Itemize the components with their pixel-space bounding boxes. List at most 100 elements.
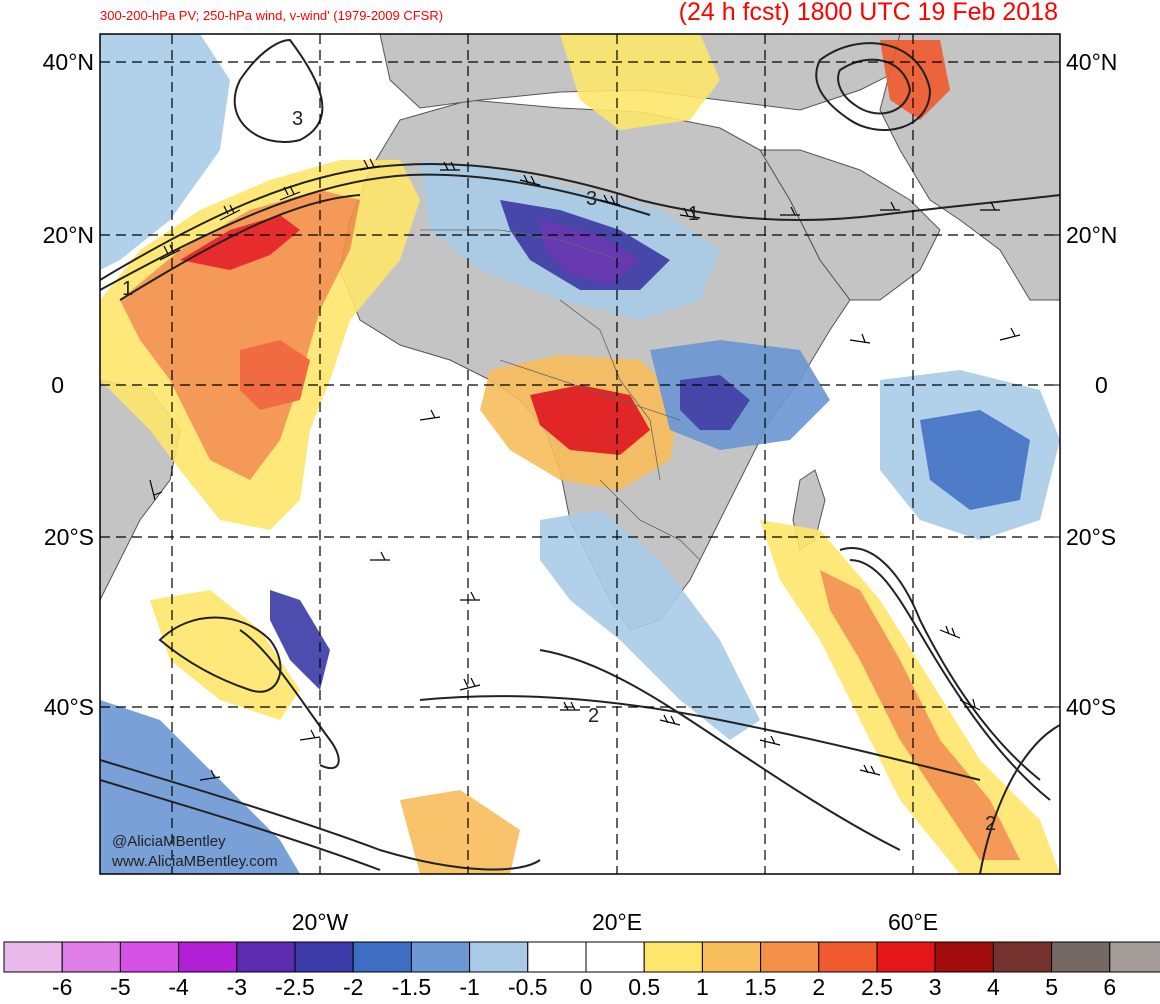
wind-barb-12 [459, 677, 481, 691]
colorbar-label: 1.5 [745, 974, 777, 999]
colorbar [3, 941, 1160, 973]
wind-barb-23 [149, 479, 163, 501]
lon-label-1: 20°W [292, 909, 349, 935]
pv-positive-mediterranean [560, 34, 720, 130]
wind-barb-17 [939, 625, 961, 639]
colorbar-box [294, 941, 354, 973]
lat-label-right-1: 40°N [1066, 49, 1117, 75]
contour-line-2 [100, 173, 651, 291]
colorbar-box [119, 941, 180, 973]
wind-barb-19 [370, 551, 390, 561]
lat-labels-left: 40°N 20°N 0 20°S 40°S [43, 49, 94, 720]
border-line-1 [420, 229, 621, 261]
wind-barb-13 [560, 701, 580, 711]
pv-max-atlantic [180, 215, 300, 270]
colorbar-label: -4 [168, 974, 189, 999]
lat-label-left-5: 40°S [44, 694, 94, 720]
contour-label-4: 1 [688, 203, 699, 225]
map-frame [99, 33, 1061, 875]
border-line-2 [559, 299, 661, 481]
colorbar-box [3, 941, 63, 973]
lat-label-left-3: 0 [51, 372, 64, 398]
border-line-3 [499, 359, 681, 421]
colorbar-label: -1.5 [392, 974, 432, 999]
map-panel: 3 3 1 1 2 2 @AliciaMBentley www.AliciaMB… [100, 34, 1060, 874]
lat-labels-right: 40°N 20°N 0 20°S 40°S [1066, 49, 1117, 720]
lon-labels: 20°W 20°E 60°E [292, 909, 938, 935]
colorbar-label: -1 [459, 974, 479, 999]
colorbar-box [760, 941, 820, 973]
pv-negative-northwest-atlantic [100, 34, 230, 270]
contour-line-9 [419, 695, 981, 781]
colorbar-label: 2.5 [861, 974, 893, 999]
pv-positive-core-atlantic [120, 190, 360, 480]
lon-label-2: 20°E [592, 909, 642, 935]
lat-label-right-2: 20°N [1066, 222, 1117, 248]
colorbar-box [1109, 941, 1160, 973]
wind-barb-8 [679, 207, 701, 219]
wind-barbs [149, 158, 1021, 781]
contour-line-4 [233, 38, 324, 143]
wind-barb-3 [279, 185, 301, 201]
wind-barb-4 [359, 158, 381, 171]
wind-barb-18 [959, 698, 981, 711]
country-borders [420, 229, 701, 561]
pv-negative-min-north-africa [540, 220, 640, 285]
colorbar-label: 0.5 [628, 974, 660, 999]
colorbar-box [934, 941, 994, 973]
colorbar-box [236, 941, 296, 973]
left-title: 300-200-hPa PV; 250-hPa wind, v-wind' (1… [100, 8, 443, 23]
colorbar-label: 1 [696, 974, 709, 999]
colorbar-label: 2 [812, 974, 825, 999]
colorbar-box [818, 941, 878, 973]
colorbar-label: -0.5 [508, 974, 548, 999]
contour-line-7 [100, 759, 541, 871]
contour-line-3 [119, 194, 361, 301]
pv-positive-core-southern-trough [820, 570, 1020, 860]
wind-contours [100, 38, 1060, 874]
colorbar-label: 0 [580, 974, 593, 999]
contour-line-10 [539, 649, 901, 851]
lat-label-right-4: 20°S [1066, 524, 1116, 550]
lat-label-left-1: 40°N [43, 49, 94, 75]
colorbar-box [469, 941, 529, 973]
wind-barb-11 [980, 201, 1000, 211]
wind-barb-24 [419, 409, 441, 421]
colorbar-box [178, 941, 238, 973]
contour-label-5: 2 [588, 705, 599, 727]
credit-website: www.AliciaMBentley.com [111, 853, 278, 870]
contour-line-13 [979, 724, 1060, 874]
wind-barb-6 [519, 174, 541, 186]
pv-negative-core-indian-ocean [920, 410, 1030, 510]
wind-barb-7 [599, 194, 621, 206]
contour-line-12 [849, 559, 1051, 801]
contour-line-14 [158, 616, 282, 693]
pv-max-central-africa [530, 385, 650, 455]
colorbar-box [61, 941, 121, 973]
lat-label-right-3: 0 [1095, 372, 1108, 398]
wind-barb-9 [780, 206, 800, 216]
colorbar-label: -2 [343, 974, 363, 999]
colorbar-box [352, 941, 412, 973]
lat-label-right-5: 40°S [1066, 694, 1116, 720]
border-line-4 [599, 479, 701, 561]
colorbar-labels: -6 -5 -4 -3 -2.5 -2 -1.5 -1 -0.5 0 0.5 1 1.5 2 2.5 3 4 5 6 [52, 974, 1116, 1000]
tick-marks [100, 61, 1060, 874]
wind-barb-15 [759, 735, 781, 746]
pv-negative-core-east-africa [680, 375, 750, 430]
colorbar-label: -3 [227, 974, 247, 999]
colorbar-label: 3 [929, 974, 942, 999]
graticule [100, 34, 1060, 874]
contour-label-3: 1 [122, 278, 133, 300]
wind-barb-21 [199, 769, 221, 781]
colorbar-box [876, 941, 936, 973]
contour-line-6 [837, 58, 912, 115]
colorbar-label: 5 [1045, 974, 1058, 999]
wind-barb-20 [460, 591, 480, 601]
contour-line-8 [100, 779, 381, 871]
pv-shading [100, 34, 1060, 874]
lat-label-left-2: 20°N [43, 222, 94, 248]
pv-max-caspian [880, 40, 950, 120]
